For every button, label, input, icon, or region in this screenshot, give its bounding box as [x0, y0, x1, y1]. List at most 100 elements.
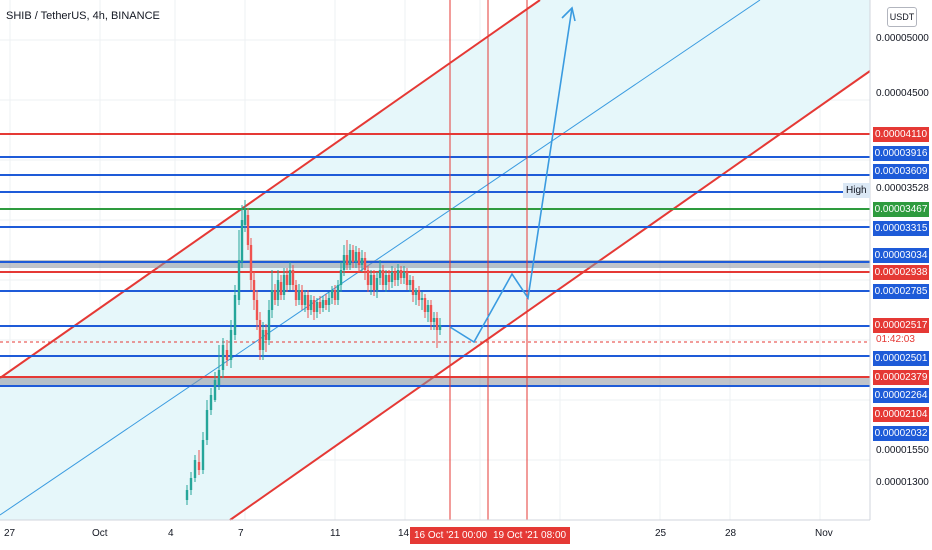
- candle-body: [390, 272, 394, 282]
- time-tick: 27: [4, 528, 16, 539]
- candle-body: [306, 295, 310, 310]
- time-badge: 19 Oct '21 08:00: [489, 527, 571, 544]
- candle-body: [237, 260, 241, 300]
- candle-body: [273, 290, 277, 300]
- level-tag[interactable]: 0.00004110: [873, 127, 929, 142]
- candlesticks: [185, 200, 442, 505]
- candle-body: [321, 300, 325, 308]
- time-tick: 14: [398, 528, 410, 539]
- time-tick: Nov: [815, 528, 833, 539]
- level-tag[interactable]: 0.00003467: [873, 202, 929, 217]
- candle-body: [252, 280, 256, 300]
- candle-body: [387, 275, 391, 282]
- candle-body: [201, 440, 205, 470]
- candle-body: [381, 270, 385, 285]
- candle-body: [339, 270, 343, 285]
- candle-body: [378, 270, 382, 278]
- candle-body: [297, 290, 301, 300]
- candle-body: [243, 210, 247, 225]
- time-tick: 25: [655, 528, 667, 539]
- countdown-label: 01:42:03: [876, 334, 915, 345]
- candle-body: [288, 270, 292, 285]
- candle-body: [372, 275, 376, 290]
- candle-body: [438, 325, 442, 330]
- candle-body: [393, 272, 397, 280]
- candle-body: [399, 270, 403, 278]
- candle-body: [414, 290, 418, 295]
- candle-body: [197, 462, 201, 470]
- projection-arrowhead: [561, 6, 576, 22]
- candle-body: [429, 305, 433, 322]
- current-price-tag[interactable]: 0.00002517: [873, 318, 929, 333]
- candle-body: [348, 250, 352, 265]
- candle-body: [432, 318, 436, 322]
- channel-lower-line[interactable]: [229, 70, 871, 521]
- candle-body: [417, 290, 421, 300]
- candle-body: [333, 290, 337, 300]
- level-tag[interactable]: 0.00003034: [873, 248, 929, 263]
- candle-body: [261, 330, 265, 350]
- candle-body: [336, 285, 340, 300]
- candle-body: [282, 275, 286, 295]
- candle-body: [330, 290, 334, 298]
- candle-body: [221, 345, 225, 370]
- level-tag[interactable]: 0.00002264: [873, 388, 929, 403]
- candle-body: [396, 270, 400, 280]
- time-tick: Oct: [92, 528, 108, 539]
- level-tag[interactable]: 0.00002379: [873, 370, 929, 385]
- projection-path[interactable]: [449, 7, 573, 344]
- candle-body: [363, 258, 367, 270]
- price-scale-label: 0.00001550: [876, 445, 929, 456]
- candle-body: [294, 285, 298, 300]
- candle-body: [345, 255, 349, 265]
- time-tick: 11: [330, 528, 341, 539]
- candle-body: [303, 295, 307, 305]
- candle-body: [258, 320, 262, 350]
- zone-band: [0, 260, 870, 268]
- candle-body: [357, 252, 361, 265]
- candle-body: [246, 215, 250, 245]
- candle-body: [185, 490, 189, 500]
- candle-body: [309, 300, 313, 310]
- high-label: High: [843, 183, 870, 198]
- zone-band: [0, 378, 870, 386]
- candle-body: [369, 275, 373, 285]
- candle-body: [375, 278, 379, 290]
- candle-body: [384, 275, 388, 285]
- candle-body: [264, 330, 268, 340]
- candle-body: [205, 410, 209, 440]
- candle-body: [408, 280, 412, 285]
- level-tag[interactable]: 0.00003609: [873, 164, 929, 179]
- candle-body: [426, 305, 430, 312]
- candle-body: [193, 460, 197, 478]
- price-scale-label: 0.00005000: [876, 33, 929, 44]
- candle-body: [300, 290, 304, 305]
- candle-body: [225, 350, 229, 360]
- chart-title: SHIB / TetherUS, 4h, BINANCE: [6, 10, 160, 22]
- level-tag[interactable]: 0.00003315: [873, 221, 929, 236]
- candle-body: [318, 302, 322, 308]
- time-badge: 16 Oct '21 00:00: [410, 527, 492, 544]
- price-scale-label: 0.00001300: [876, 477, 929, 488]
- level-tag[interactable]: 0.00002104: [873, 407, 929, 422]
- level-tag[interactable]: 0.00002785: [873, 284, 929, 299]
- channel-midline[interactable]: [0, 0, 761, 516]
- level-tag[interactable]: 0.00003916: [873, 146, 929, 161]
- candle-body: [285, 275, 289, 285]
- candle-body: [354, 252, 358, 262]
- candle-body: [402, 272, 406, 278]
- horizontal-levels[interactable]: [0, 133, 870, 387]
- candle-body: [229, 330, 233, 360]
- time-tick: 4: [168, 528, 174, 539]
- currency-button[interactable]: USDT: [887, 7, 917, 27]
- candle-body: [217, 370, 221, 385]
- level-tag[interactable]: 0.00002938: [873, 265, 929, 280]
- candle-body: [270, 290, 274, 310]
- level-tag[interactable]: 0.00002032: [873, 426, 929, 441]
- level-tag[interactable]: 0.00002501: [873, 351, 929, 366]
- candle-body: [213, 380, 217, 400]
- candle-body: [279, 282, 283, 295]
- candle-body: [420, 298, 424, 300]
